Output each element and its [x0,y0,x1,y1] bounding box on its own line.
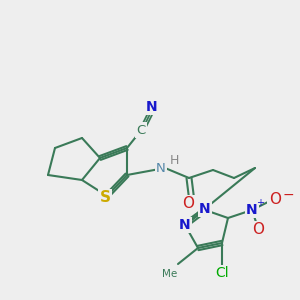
Text: Cl: Cl [215,266,229,280]
Text: O: O [269,193,281,208]
Text: N: N [246,203,258,217]
Text: O: O [182,196,194,211]
Text: −: − [282,188,294,202]
Text: N: N [146,100,158,114]
Text: N: N [179,218,191,232]
Text: S: S [100,190,110,206]
Text: H: H [169,154,179,166]
Text: N: N [199,202,211,216]
Text: N: N [156,161,166,175]
Text: O: O [252,223,264,238]
Text: Me: Me [162,269,178,279]
Text: +: + [256,198,264,208]
Text: C: C [136,124,146,136]
